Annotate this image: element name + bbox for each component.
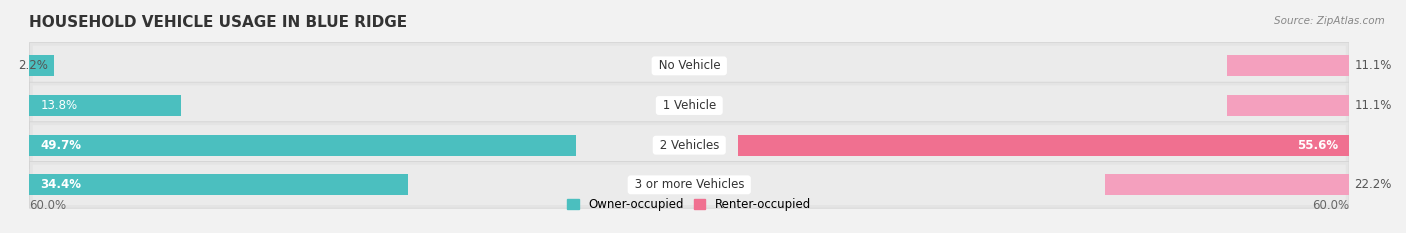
FancyBboxPatch shape — [32, 125, 1346, 165]
Bar — [30, 135, 576, 156]
FancyBboxPatch shape — [30, 82, 1350, 129]
Text: Source: ZipAtlas.com: Source: ZipAtlas.com — [1274, 16, 1385, 26]
Text: 2 Vehicles: 2 Vehicles — [655, 139, 723, 152]
Bar — [30, 174, 408, 195]
Text: 11.1%: 11.1% — [1354, 99, 1392, 112]
Bar — [1227, 55, 1350, 76]
FancyBboxPatch shape — [32, 165, 1346, 205]
FancyBboxPatch shape — [30, 42, 1350, 89]
Legend: Owner-occupied, Renter-occupied: Owner-occupied, Renter-occupied — [562, 193, 815, 216]
Text: 55.6%: 55.6% — [1296, 139, 1339, 152]
Text: HOUSEHOLD VEHICLE USAGE IN BLUE RIDGE: HOUSEHOLD VEHICLE USAGE IN BLUE RIDGE — [30, 15, 408, 30]
Bar — [1105, 174, 1350, 195]
FancyBboxPatch shape — [32, 46, 1346, 86]
Text: 13.8%: 13.8% — [41, 99, 77, 112]
FancyBboxPatch shape — [30, 122, 1350, 168]
Text: 3 or more Vehicles: 3 or more Vehicles — [631, 178, 748, 191]
Text: 2.2%: 2.2% — [18, 59, 48, 72]
Bar — [738, 135, 1350, 156]
Text: 60.0%: 60.0% — [30, 199, 66, 212]
Bar — [30, 55, 53, 76]
FancyBboxPatch shape — [30, 161, 1350, 208]
Bar — [1227, 95, 1350, 116]
Text: 22.2%: 22.2% — [1354, 178, 1392, 191]
Text: 34.4%: 34.4% — [41, 178, 82, 191]
Text: 60.0%: 60.0% — [1312, 199, 1350, 212]
FancyBboxPatch shape — [32, 85, 1346, 126]
Text: 1 Vehicle: 1 Vehicle — [659, 99, 720, 112]
Text: 11.1%: 11.1% — [1354, 59, 1392, 72]
Text: 49.7%: 49.7% — [41, 139, 82, 152]
Text: No Vehicle: No Vehicle — [655, 59, 724, 72]
Bar — [30, 95, 181, 116]
